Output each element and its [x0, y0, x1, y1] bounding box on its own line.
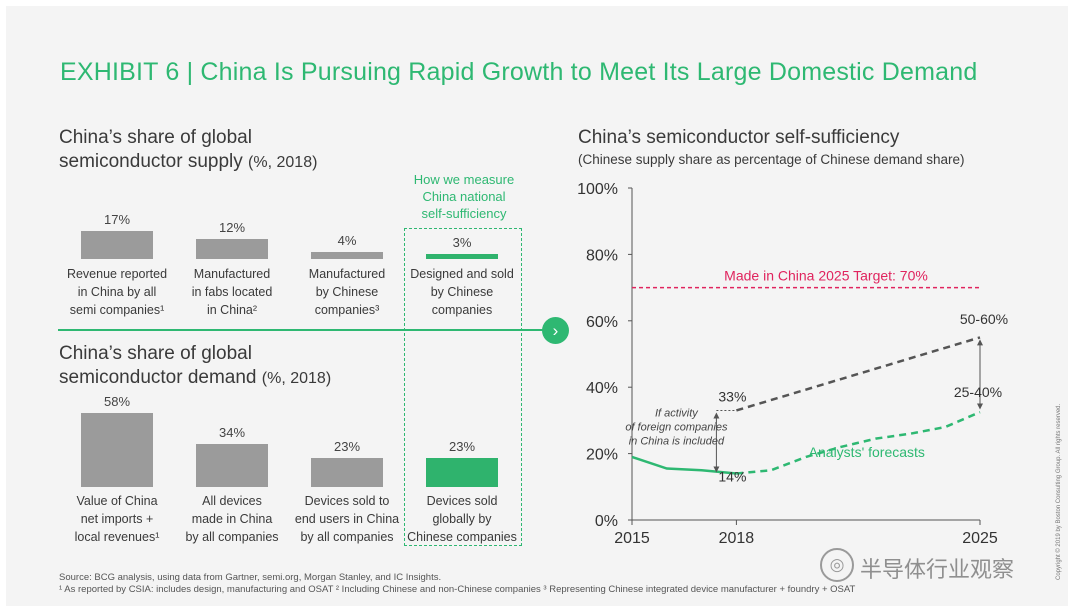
supply-category-line: Revenue reported [66, 267, 168, 281]
wechat-icon: ◎ [820, 548, 854, 582]
demand-value-label: 34% [218, 424, 246, 440]
foreign-note-line: in China is included [629, 435, 725, 447]
supply-category-label: Manufactured in fabs located in China² [176, 265, 288, 319]
y-tick-label: 0% [595, 513, 618, 530]
footnotes: ¹ As reported by CSIA: includes design, … [59, 584, 856, 595]
demand-category-line: globally by [432, 512, 492, 526]
supply-value-label: 12% [218, 220, 246, 236]
demand-category-line: Value of China [76, 494, 158, 508]
demand-category-label: All devices made in China by all companies [176, 492, 288, 546]
demand-category-line: end users in China [294, 512, 400, 526]
demand-category-line: net imports + [80, 512, 154, 526]
supply-category-line: companies [431, 303, 493, 317]
supply-bar [311, 252, 383, 259]
demand-category-line: All devices [202, 494, 262, 508]
supply-heading-unit: (%, 2018) [248, 154, 318, 171]
demand-category-label: Devices sold globally by Chinese companies [406, 492, 518, 546]
demand-category-line: Devices sold to [304, 494, 390, 508]
exhibit-title: EXHIBIT 6 | China Is Pursuing Rapid Grow… [60, 58, 978, 86]
x-tick-label: 2025 [962, 530, 998, 547]
supply-category-line: in fabs located [191, 285, 273, 299]
x-tick-label: 2015 [614, 530, 650, 547]
demand-bar [426, 457, 498, 487]
label-50-60: 50-60% [960, 311, 1008, 327]
target-label: Made in China 2025 Target: 70% [724, 268, 928, 284]
supply-bar [81, 230, 153, 259]
series-line-solid-green [631, 455, 737, 475]
supply-category-label: Designed and sold by Chinese companies [406, 265, 518, 319]
series-line-dashed-green [736, 410, 981, 475]
y-tick-label: 40% [586, 380, 618, 397]
measure-box-label: How we measure China national self-suffi… [394, 171, 534, 222]
demand-category-line: by all companies [300, 530, 394, 544]
supply-bar [196, 239, 268, 259]
measure-label-line: How we measure [413, 172, 515, 187]
foreign-note-line: of foreign companies [625, 421, 728, 433]
analysts-forecasts-label: Analysts' forecasts [809, 444, 925, 460]
demand-category-line: made in China [191, 512, 273, 526]
selfsufficiency-heading: China’s semiconductor self-sufficiency [578, 127, 900, 148]
supply-category-label: Manufactured by Chinese companies³ [291, 265, 403, 319]
y-tick-label: 20% [586, 447, 618, 464]
selfsufficiency-subheading: (Chinese supply share as percentage of C… [578, 152, 965, 167]
demand-bar [196, 443, 268, 487]
supply-value-label: 4% [337, 233, 357, 249]
y-tick-label: 60% [586, 314, 618, 331]
demand-category-line: by all companies [185, 530, 279, 544]
demand-heading: China’s share of global semiconductor de… [59, 342, 331, 391]
supply-category-line: Manufactured [308, 267, 386, 281]
supply-value-label: 3% [452, 235, 472, 251]
label-33: 33% [718, 388, 746, 404]
y-tick-label: 80% [586, 247, 618, 264]
demand-value-label: 58% [103, 394, 131, 410]
supply-category-line: Manufactured [193, 267, 271, 281]
measure-label-line: self-sufficiency [421, 206, 507, 221]
exhibit-panel [6, 6, 1068, 606]
demand-category-label: Devices sold to end users in China by all … [291, 492, 403, 546]
demand-value-label: 23% [448, 438, 476, 454]
arrow-2025-head-up [977, 339, 983, 346]
demand-category-line: local revenues¹ [74, 530, 160, 544]
label-25-40: 25-40% [954, 384, 1002, 400]
demand-bar [311, 457, 383, 487]
demand-heading-unit: (%, 2018) [261, 370, 332, 387]
selfsufficiency-line-chart: 0% 20% 40% 60% 80% 100% 2015 2018 2025 Made in Ch… [577, 181, 1008, 547]
y-tick-label: 100% [577, 181, 618, 198]
supply-category-line: Designed and sold [410, 267, 514, 281]
source-note: Source: BCG analysis, using data from Ga… [59, 572, 442, 583]
bar-charts: 17% Revenue reported in China by all semi c… [0, 0, 560, 560]
supply-category-line: by Chinese [430, 285, 494, 299]
demand-category-line: Chinese companies [407, 530, 517, 544]
demand-category-line: Devices sold [426, 494, 498, 508]
arrow-2018-head-down [713, 466, 720, 473]
demand-category-label: Value of China net imports + local revenue… [61, 492, 173, 546]
supply-heading-line2: semiconductor supply [59, 151, 243, 172]
measure-label-line: China national [422, 189, 506, 204]
supply-bar [426, 254, 498, 259]
section-divider [58, 329, 548, 331]
series-line-dashed-gray [736, 336, 981, 412]
supply-value-label: 17% [103, 211, 131, 227]
arrow-2018-head-up [713, 412, 720, 419]
demand-heading-line1: China’s share of global [59, 343, 252, 364]
arrow-2025-head-down [977, 403, 983, 410]
x-tick-label: 2018 [719, 530, 755, 547]
chevron-right-icon: › [542, 317, 569, 344]
demand-heading-line2: semiconductor demand [59, 367, 257, 388]
watermark-text: 半导体行业观察 [860, 558, 1015, 583]
supply-category-label: Revenue reported in China by all semi comp… [61, 265, 173, 319]
supply-category-line: by Chinese [315, 285, 379, 299]
supply-category-line: in China² [206, 303, 258, 317]
label-14: 14% [718, 469, 746, 485]
copyright-note: Copyright © 2019 by Boston Consulting Gr… [1056, 403, 1062, 580]
supply-category-line: semi companies¹ [69, 303, 165, 317]
supply-category-line: in China by all [77, 285, 157, 299]
supply-heading-line1: China’s share of global [59, 127, 252, 148]
supply-heading: China’s share of global semiconductor su… [59, 126, 317, 175]
demand-value-label: 23% [333, 438, 361, 454]
supply-category-line: companies³ [314, 303, 380, 317]
measure-box [404, 228, 522, 546]
demand-bar [81, 413, 153, 487]
foreign-note-line: If activity [655, 407, 699, 419]
